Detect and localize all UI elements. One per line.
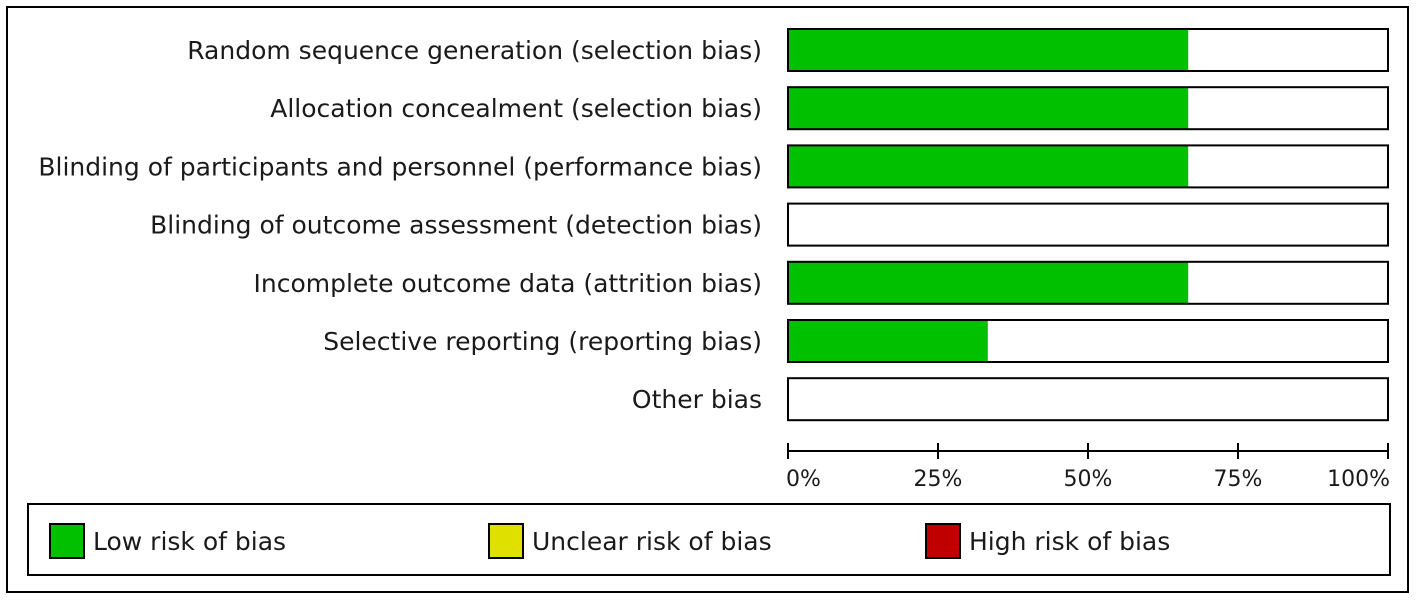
bar-outline-selective-reporting-reporting-bias: [787, 319, 1389, 363]
bar-outline-random-sequence-generation-selection-bias: [787, 28, 1389, 72]
legend-item-unclear: Unclear risk of bias: [488, 521, 772, 561]
legend-swatch-unclear: [488, 523, 524, 559]
legend-swatch-high: [925, 523, 961, 559]
row-label-selective-reporting-reporting-bias: Selective reporting (reporting bias): [323, 327, 762, 356]
row-label-allocation-concealment-selection-bias: Allocation concealment (selection bias): [270, 94, 762, 123]
bar-low-risk-of-bias-random-sequence-generation-selection-bias: [788, 29, 1189, 71]
row-label-blinding-of-outcome-assessment-detection-bias: Blinding of outcome assessment (detectio…: [150, 211, 762, 240]
bar-outline-blinding-of-outcome-assessment-detection-bias: [787, 202, 1389, 247]
bar-low-risk-of-bias-incomplete-outcome-data-attrition-bias: [788, 261, 1189, 304]
row-label-incomplete-outcome-data-attrition-bias: Incomplete outcome data (attrition bias): [253, 269, 762, 298]
bar-outline-other-bias: [787, 377, 1389, 422]
row-label-blinding-of-participants-and-personnel-performance-bias: Blinding of participants and personnel (…: [38, 152, 762, 181]
x-tick-label-3: 75%: [1214, 467, 1263, 492]
legend: Low risk of bias Unclear risk of bias Hi…: [27, 503, 1391, 576]
row-label-other-bias: Other bias: [632, 385, 762, 414]
legend-label-low: Low risk of bias: [93, 526, 287, 556]
bar-low-risk-of-bias-blinding-of-participants-and-personnel-performance-bias: [788, 145, 1189, 188]
x-tick-label-1: 25%: [914, 467, 963, 492]
legend-swatch-low: [49, 523, 85, 559]
bar-low-risk-of-bias-selective-reporting-reporting-bias: [788, 320, 988, 362]
bar-low-risk-of-bias-allocation-concealment-selection-bias: [788, 87, 1189, 130]
legend-item-low: Low risk of bias: [49, 521, 286, 561]
legend-label-high: High risk of bias: [969, 526, 1171, 556]
bar-outline-allocation-concealment-selection-bias: [787, 86, 1389, 131]
legend-label-unclear: Unclear risk of bias: [532, 526, 772, 556]
x-tick-label-2: 50%: [1064, 467, 1113, 492]
x-tick-label-0: 0%: [786, 467, 821, 492]
bar-outline-blinding-of-participants-and-personnel-performance-bias: [787, 144, 1389, 189]
row-label-random-sequence-generation-selection-bias: Random sequence generation (selection bi…: [187, 36, 762, 65]
bar-outline-incomplete-outcome-data-attrition-bias: [787, 260, 1389, 305]
legend-item-high: High risk of bias: [925, 521, 1170, 561]
x-tick-label-4: 100%: [1327, 467, 1390, 492]
